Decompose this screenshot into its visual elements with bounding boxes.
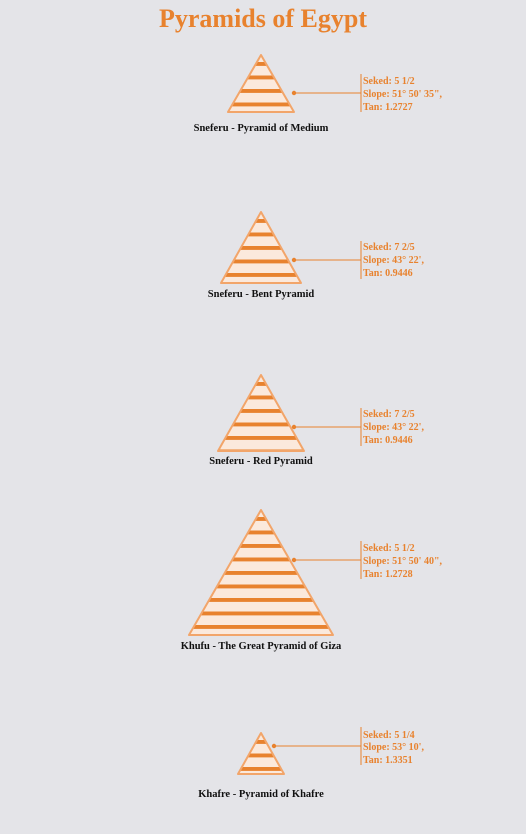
seked-label: Seked: 5 1/4 (363, 730, 415, 741)
seked-label: Seked: 5 1/2 (363, 543, 415, 554)
connector-dot (291, 257, 297, 263)
pyramid-shape (217, 374, 305, 452)
slope-label: Slope: 43° 22', (363, 255, 424, 266)
pyramid-name: Sneferu - Bent Pyramid (208, 289, 315, 300)
tan-label: Tan: 1.2727 (363, 102, 413, 113)
pyramid-shape (227, 54, 295, 113)
pyramid-red: Sneferu - Red Pyramid Seked: 7 2/5 Slope… (209, 374, 424, 467)
connector-dot (291, 90, 297, 96)
pyramid-stripes (221, 212, 301, 283)
pyramid-stripes (189, 510, 333, 635)
pyramid-shape (188, 509, 334, 636)
pyramid-name: Sneferu - Red Pyramid (209, 456, 313, 467)
pyramid-shape (237, 732, 285, 775)
page-title: Pyramids of Egypt (159, 4, 367, 33)
pyramid-medium: Sneferu - Pyramid of Medium Seked: 5 1/2… (194, 54, 442, 134)
pyramid-name: Sneferu - Pyramid of Medium (194, 123, 329, 134)
tan-label: Tan: 0.9446 (363, 268, 413, 279)
pyramid-great-giza: Khufu - The Great Pyramid of Giza Seked:… (181, 509, 442, 652)
tan-label: Tan: 1.3351 (363, 755, 413, 766)
pyramid-shape (220, 211, 302, 284)
pyramid-stripes (228, 55, 294, 112)
pyramid-stripes (238, 733, 284, 774)
tan-label: Tan: 0.9446 (363, 435, 413, 446)
pyramid-name: Khafre - Pyramid of Khafre (198, 789, 324, 800)
slope-label: Slope: 51° 50' 40", (363, 556, 442, 567)
slope-label: Slope: 51° 50' 35", (363, 89, 442, 100)
pyramid-name: Khufu - The Great Pyramid of Giza (181, 641, 342, 652)
connector-dot (271, 743, 277, 749)
seked-label: Seked: 7 2/5 (363, 242, 415, 253)
seked-label: Seked: 7 2/5 (363, 409, 415, 420)
seked-label: Seked: 5 1/2 (363, 76, 415, 87)
pyramid-khafre: Khafre - Pyramid of Khafre Seked: 5 1/4 … (198, 727, 424, 800)
connector-dot (291, 557, 297, 563)
connector-dot (291, 424, 297, 430)
pyramid-bent: Sneferu - Bent Pyramid Seked: 7 2/5 Slop… (208, 211, 424, 300)
slope-label: Slope: 43° 22', (363, 422, 424, 433)
tan-label: Tan: 1.2728 (363, 569, 413, 580)
pyramid-stripes (218, 375, 304, 451)
slope-label: Slope: 53° 10', (363, 742, 424, 753)
